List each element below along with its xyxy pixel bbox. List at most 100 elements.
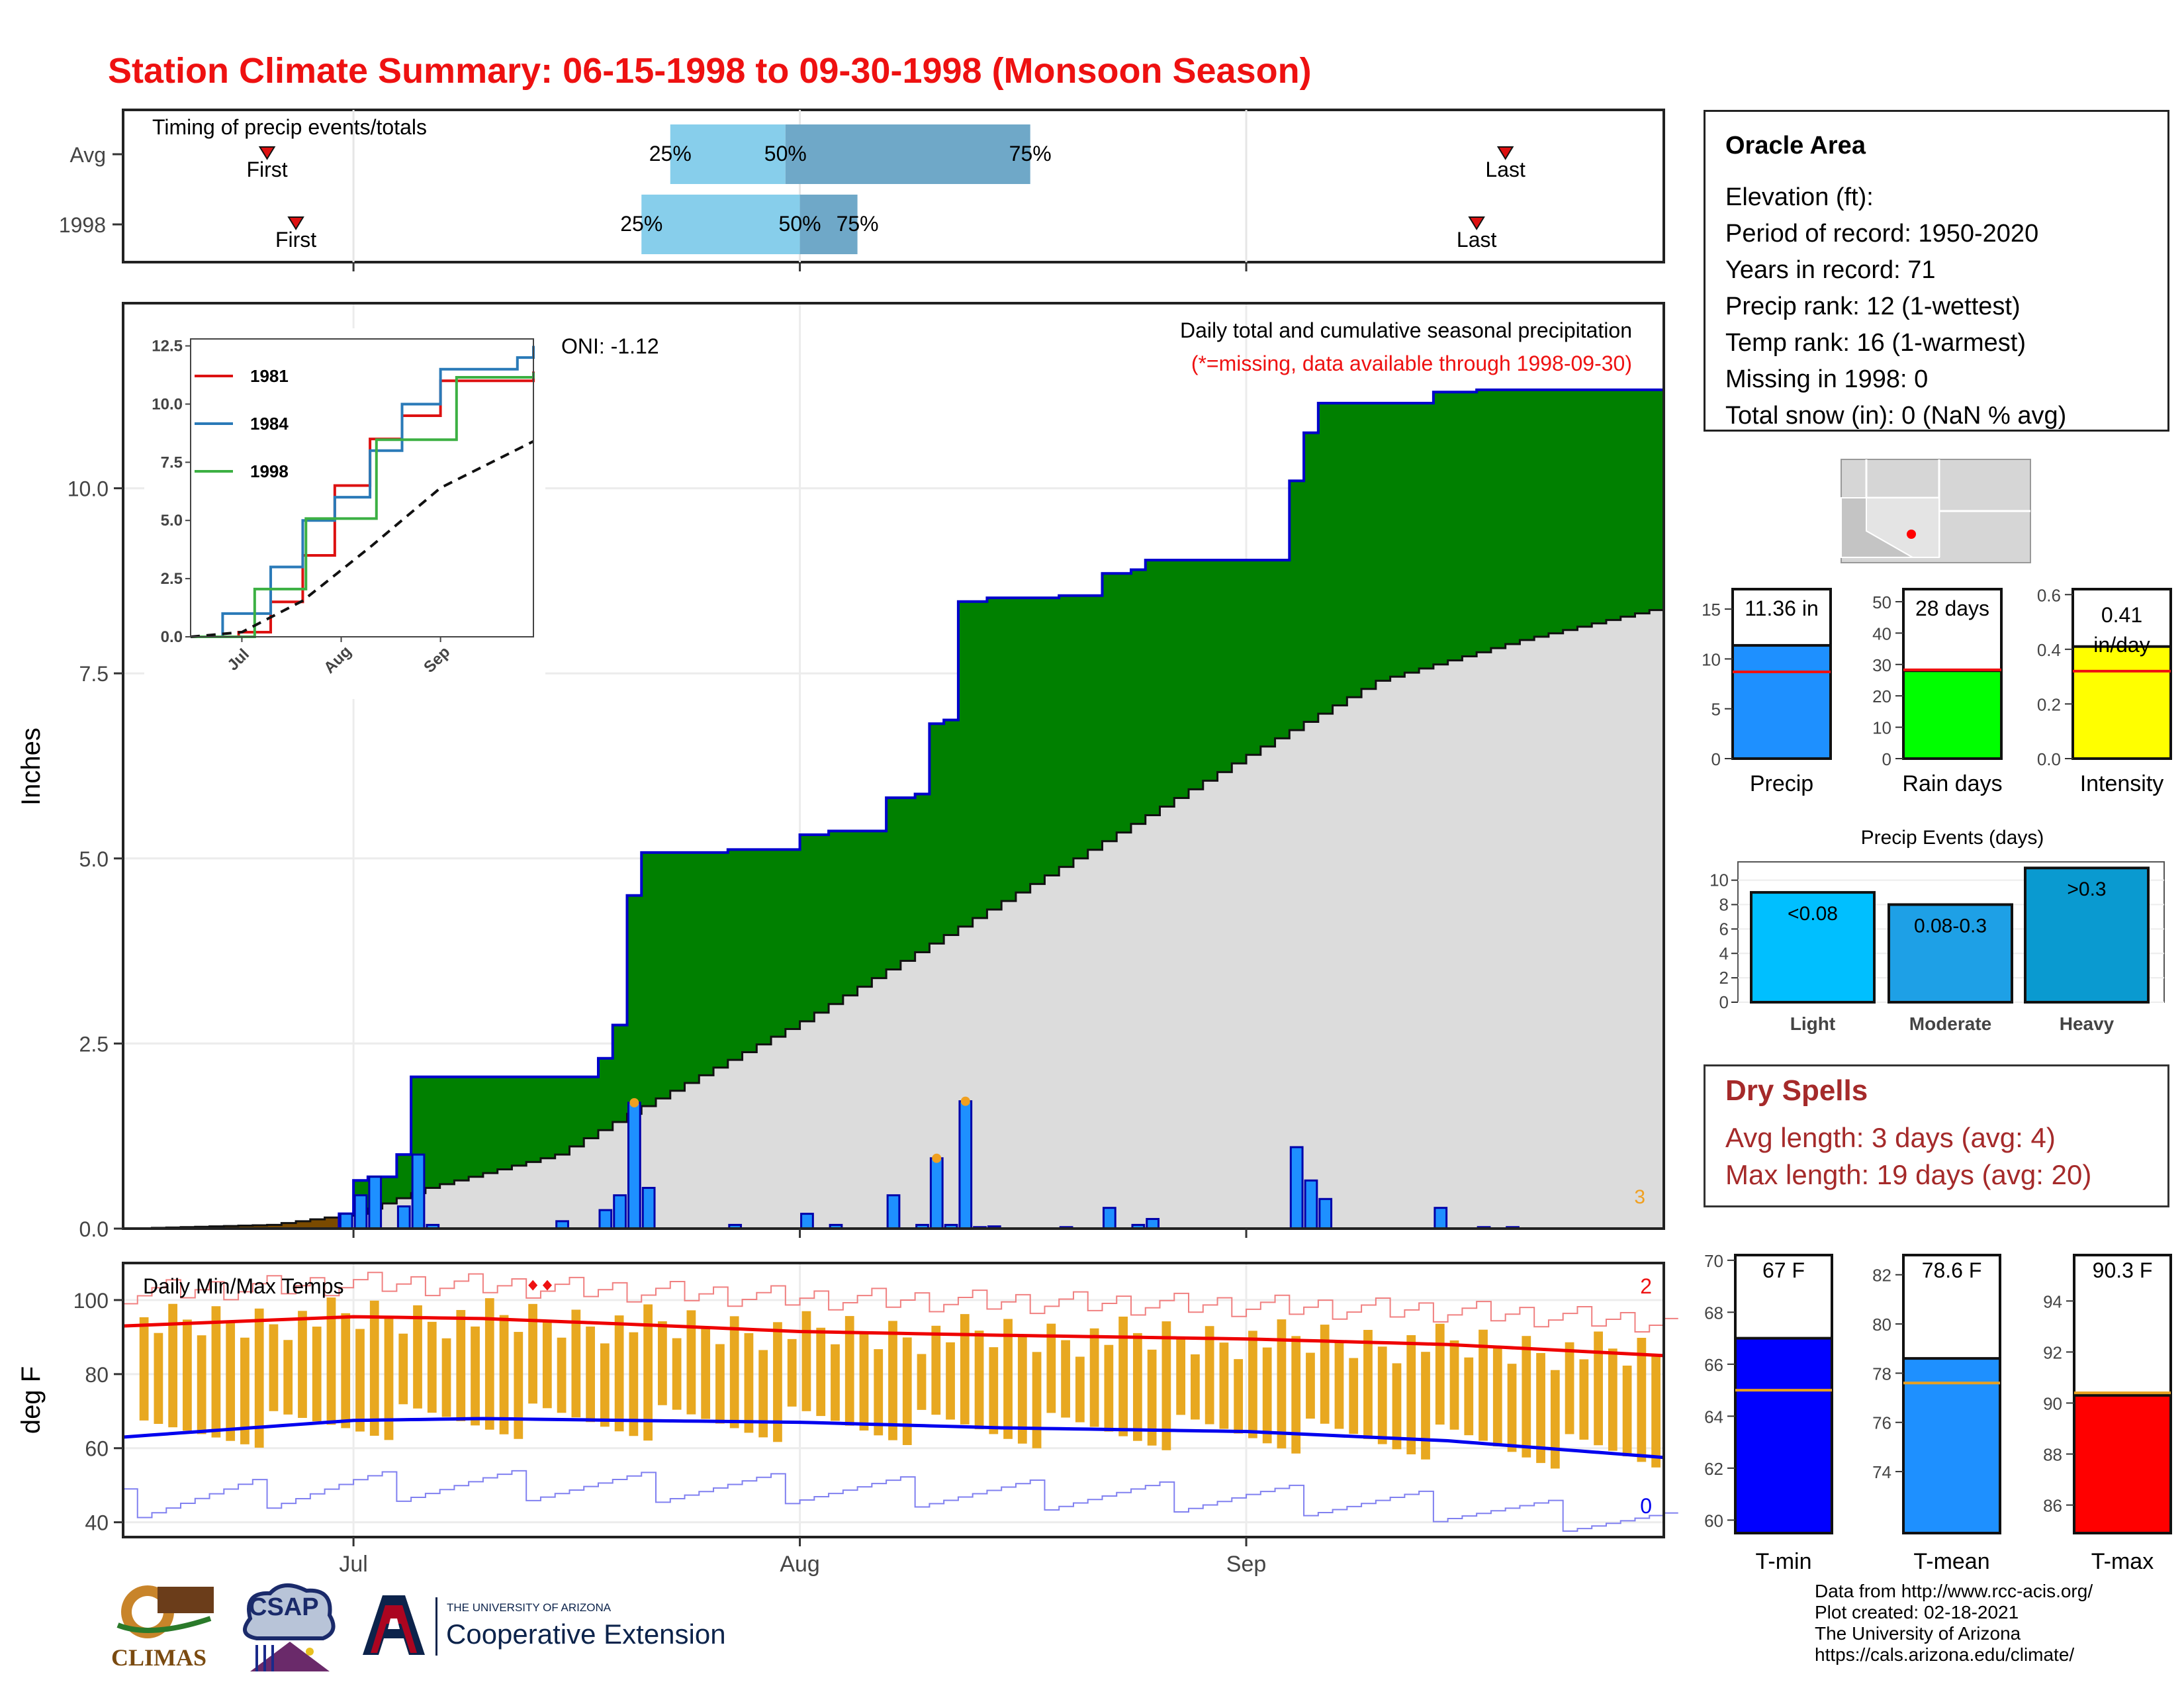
precip-event-bar (1750, 891, 1876, 1004)
climas-logo: CLIMAS (111, 1579, 217, 1678)
inset-legend-label: 1981 (250, 366, 289, 386)
surplus-segment (958, 601, 974, 927)
surplus-segment (1030, 598, 1045, 884)
mini-bar-y-tick-label: 0.4 (2037, 640, 2061, 660)
surplus-segment (1232, 560, 1247, 764)
daily-temp-range-bar (456, 1309, 466, 1421)
daily-precip-bar (800, 1213, 814, 1230)
station-period: Period of record: 1950-2020 (1725, 220, 2039, 248)
mini-bar-y-tick-label: 10 (1872, 718, 1891, 738)
daily-temp-range-bar (729, 1316, 739, 1429)
timing-quartile-50-75 (785, 124, 1030, 184)
surplus-segment (842, 831, 858, 996)
surplus-segment (439, 1076, 455, 1184)
footer-plot-created: Plot created: 02-18-2021 (1815, 1602, 2019, 1622)
mini-bar-value (1902, 669, 2003, 761)
surplus-segment (929, 724, 944, 944)
precip-events-y-tick-label: 8 (1719, 895, 1729, 915)
surplus-segment (1260, 560, 1276, 747)
daily-temp-range-bar (1608, 1348, 1617, 1451)
daily-temp-range-bar (298, 1311, 307, 1418)
precip-events-y-tick-label: 10 (1709, 870, 1729, 890)
temp-bar-y-tick-label: 60 (1704, 1511, 1723, 1530)
surplus-segment (915, 794, 930, 953)
daily-temp-range-bar (398, 1333, 408, 1405)
temp-bar-value (1734, 1336, 1833, 1534)
daily-temp-range-bar (686, 1310, 696, 1415)
daily-temp-range-bar (960, 1314, 970, 1425)
record-high-count: 2 (1640, 1274, 1652, 1298)
dry-spells-avg: Avg length: 3 days (avg: 4) (1725, 1122, 2056, 1153)
daily-temp-range-bar (1320, 1325, 1330, 1424)
temp-y-tick-label: 60 (85, 1437, 109, 1461)
inset-legend-label: 1984 (250, 414, 289, 434)
footer-credits: Data from http://www.rcc-acis.org/ Plot … (1815, 1581, 2093, 1665)
surplus-segment (670, 852, 686, 1091)
daily-temp-range-bar (1492, 1346, 1502, 1446)
timing-label-75: 75% (1009, 142, 1052, 165)
daily-temp-range-bar (715, 1344, 725, 1424)
daily-temp-range-bar (355, 1329, 365, 1432)
temp-bar-y-tick-label: 88 (2043, 1445, 2062, 1465)
surplus-segment (1635, 389, 1650, 614)
temp-y-axis-label: deg F (17, 1366, 46, 1434)
surplus-segment (1361, 402, 1377, 689)
timing-first-label: First (275, 228, 316, 252)
normal-min-temp-line (122, 1417, 1664, 1460)
surplus-segment (742, 849, 757, 1053)
station-precip-rank: Precip rank: 12 (1-wettest) (1725, 293, 2021, 320)
surplus-segment (872, 831, 887, 978)
daily-temp-range-bar (427, 1321, 437, 1413)
precip-y-tick-label: 10.0 (68, 477, 109, 501)
inset-y-tick-label: 5.0 (161, 512, 183, 530)
precip-events-y-tick-label: 6 (1719, 919, 1729, 939)
station-years: Years in record: 71 (1725, 256, 1936, 284)
daily-temp-range-bar (989, 1347, 999, 1434)
temp-panel-frame (122, 1262, 1665, 1538)
surplus-segment (612, 1025, 627, 1122)
surplus-segment (1563, 389, 1578, 630)
cooperative-extension-text: Cooperative Extension (446, 1618, 726, 1650)
normal-cumulative-area (123, 606, 1664, 1229)
temp-bar-y-tick-label: 86 (2043, 1496, 2062, 1516)
daily-temp-range-bar (917, 1354, 927, 1410)
daily-temp-range-bar (1479, 1329, 1488, 1441)
oni-value: ONI: -1.12 (561, 334, 659, 358)
surplus-segment (1044, 598, 1060, 876)
surplus-segment (1433, 392, 1449, 665)
surplus-segment (684, 852, 700, 1084)
daily-temp-range-bar (471, 1326, 480, 1426)
daily-temp-range-bar (1363, 1330, 1373, 1439)
mini-bar-y-tick-label: 30 (1872, 655, 1891, 675)
precip-event-bar (2024, 867, 2150, 1004)
daily-precip-bar (1146, 1217, 1160, 1230)
timing-label-75: 75% (837, 212, 879, 236)
precip-event-bar (1888, 903, 2013, 1004)
surplus-segment (713, 852, 729, 1068)
surplus-segment (1477, 389, 1492, 653)
precip-events-title: Precip Events (days) (1861, 827, 2044, 849)
record-low-line (123, 1470, 1678, 1532)
surplus-segment (1318, 402, 1334, 714)
mini-bar-category-label: Rain days (1902, 771, 2002, 796)
timing-last-label: Last (1485, 158, 1525, 181)
surplus-segment (1275, 560, 1290, 739)
mini-bar-y-tick-label: 5 (1711, 700, 1721, 720)
surplus-segment (1620, 389, 1635, 617)
daily-temp-range-bar (1464, 1357, 1474, 1436)
timing-last-label: Last (1457, 228, 1497, 252)
deficit-segment (267, 1225, 282, 1229)
daily-temp-range-bar (1248, 1331, 1257, 1438)
daily-temp-range-bar (571, 1309, 581, 1418)
surplus-segment (771, 849, 786, 1037)
daily-precip-bar (1289, 1146, 1304, 1230)
precip-event-bar-label: <0.08 (1788, 903, 1838, 925)
surplus-segment (627, 895, 642, 1114)
daily-temp-range-bar (283, 1340, 293, 1415)
surplus-segment (857, 831, 872, 987)
temp-bar-y-tick-label: 76 (1872, 1413, 1891, 1433)
surplus-segment (512, 1076, 527, 1166)
dry-spells-box: Dry Spells Avg length: 3 days (avg: 4) M… (1704, 1064, 2169, 1207)
surplus-segment (641, 852, 657, 1106)
